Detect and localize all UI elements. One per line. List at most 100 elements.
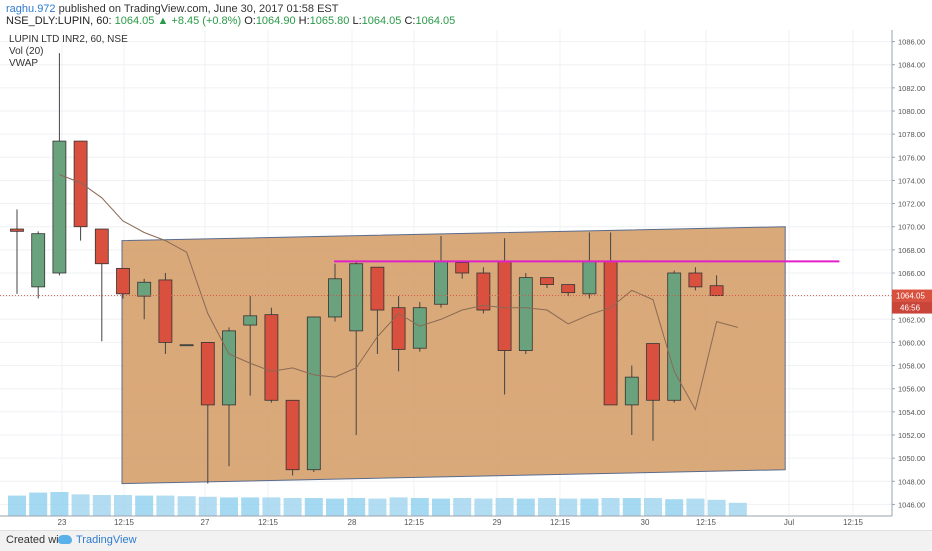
last-price-tag [892, 289, 932, 302]
countdown-label: 46:56 [900, 304, 921, 313]
candle [561, 284, 576, 294]
last-price-label: 1064.05 [896, 292, 925, 301]
volume-bar [410, 498, 429, 516]
candle [370, 266, 385, 311]
legend-vwap[interactable]: VWAP [9, 58, 39, 69]
volume-bar [304, 498, 323, 516]
countdown-tag [892, 301, 932, 314]
candle [455, 262, 470, 274]
volume-bar [29, 492, 48, 516]
candle [243, 315, 258, 326]
volume-bar [283, 498, 302, 516]
y-tick-label: 1066.00 [898, 269, 925, 278]
candle [646, 343, 660, 401]
candle [73, 140, 88, 228]
candle [412, 307, 427, 349]
low-label: L: [352, 15, 362, 27]
candle [10, 228, 24, 232]
volume-bar [538, 498, 556, 516]
candle [709, 285, 724, 296]
y-tick-label: 1086.00 [898, 38, 925, 47]
volume-bar [326, 498, 344, 516]
open-label: O: [244, 15, 256, 27]
candle [518, 277, 533, 351]
y-tick-label: 1048.00 [898, 477, 925, 486]
candle [476, 272, 491, 311]
author-link[interactable]: raghu.972 [6, 3, 56, 15]
volume-bar [92, 495, 111, 516]
x-tick-label: 12:15 [696, 518, 717, 526]
close-label: C: [404, 15, 416, 27]
candle [264, 314, 279, 401]
publish-line: raghu.972 published on TradingView.com, … [6, 3, 339, 15]
vwap-line [59, 174, 738, 411]
volume-bar [262, 497, 281, 516]
candle [158, 279, 173, 343]
volume-bar [198, 496, 217, 516]
change-value: ▲ +8.45 (+0.8%) [157, 15, 242, 27]
ohlc-line: NSE_DLY:LUPIN, 60: 1064.05 ▲ +8.45 (+0.8… [6, 15, 456, 27]
x-tick-label: 23 [58, 518, 67, 526]
symbol-label: NSE_DLY:LUPIN, 60 [6, 15, 109, 27]
footer-bar: Created with TradingView [0, 530, 932, 551]
y-tick-label: 1070.00 [898, 223, 925, 232]
y-tick-label: 1058.00 [898, 362, 925, 371]
volume-bar [368, 498, 387, 516]
candle [540, 277, 554, 285]
candle [688, 272, 703, 288]
candle [624, 376, 639, 406]
last-value: 1064.05 [114, 15, 155, 27]
y-tick-label: 1046.00 [898, 500, 925, 509]
volume-bar [114, 495, 132, 516]
y-tick-label: 1060.00 [898, 338, 925, 347]
y-tick-label: 1050.00 [898, 454, 925, 463]
volume-bar [8, 495, 26, 516]
chart-area[interactable]: 1046.00 1048.00 1050.00 1052.00 1054.00 1056.… [0, 30, 932, 526]
x-tick-label: 28 [348, 518, 357, 526]
candle [582, 261, 597, 295]
volume-bar [50, 492, 69, 516]
candle [603, 261, 618, 406]
created-with-text: Created with [6, 534, 68, 546]
candle [497, 261, 512, 351]
chart-header: raghu.972 published on TradingView.com, … [0, 0, 932, 30]
legend-volume[interactable]: Vol (20) [9, 46, 44, 57]
candle [116, 267, 130, 295]
volume-bar [156, 495, 175, 516]
y-tick-label: 1068.00 [898, 246, 925, 255]
candlestick-chart[interactable]: 1046.00 1048.00 1050.00 1052.00 1054.00 1056.… [0, 30, 932, 526]
legend-symbol[interactable]: LUPIN LTD INR2, 60, NSE [9, 34, 128, 45]
volume-bar [432, 498, 450, 516]
volume-bar [453, 498, 472, 516]
volume-bar [580, 498, 599, 516]
x-tick-label: 12:15 [843, 518, 864, 526]
volume-bar [495, 498, 514, 516]
y-tick-label: 1054.00 [898, 408, 925, 417]
candle [434, 261, 448, 305]
volume-bar [71, 494, 90, 516]
y-tick-label: 1082.00 [898, 84, 925, 93]
candle [200, 342, 215, 406]
candle [306, 316, 321, 471]
candle [349, 263, 364, 332]
volume-bar [559, 498, 578, 516]
tradingview-brand-link[interactable]: TradingView [76, 534, 137, 546]
volume-bar [622, 498, 641, 516]
y-tick-label: 1076.00 [898, 153, 925, 162]
candle [222, 330, 236, 406]
y-axis-background [892, 30, 932, 526]
candle [52, 140, 67, 274]
y-tick-label: 1072.00 [898, 200, 925, 209]
y-tick-label: 1084.00 [898, 61, 925, 70]
volume-bar [707, 499, 726, 516]
y-tick-label: 1056.00 [898, 385, 925, 394]
published-text: published on TradingView.com, June 30, 2… [58, 3, 339, 15]
x-tick-label: Jul [784, 518, 794, 526]
candle [328, 278, 342, 318]
x-tick-label: 12:15 [258, 518, 279, 526]
x-tick-label: 30 [641, 518, 650, 526]
x-tick-label: 27 [201, 518, 210, 526]
volume-bar [389, 497, 408, 516]
high-label: H: [298, 15, 310, 27]
volume-bar [135, 495, 154, 516]
